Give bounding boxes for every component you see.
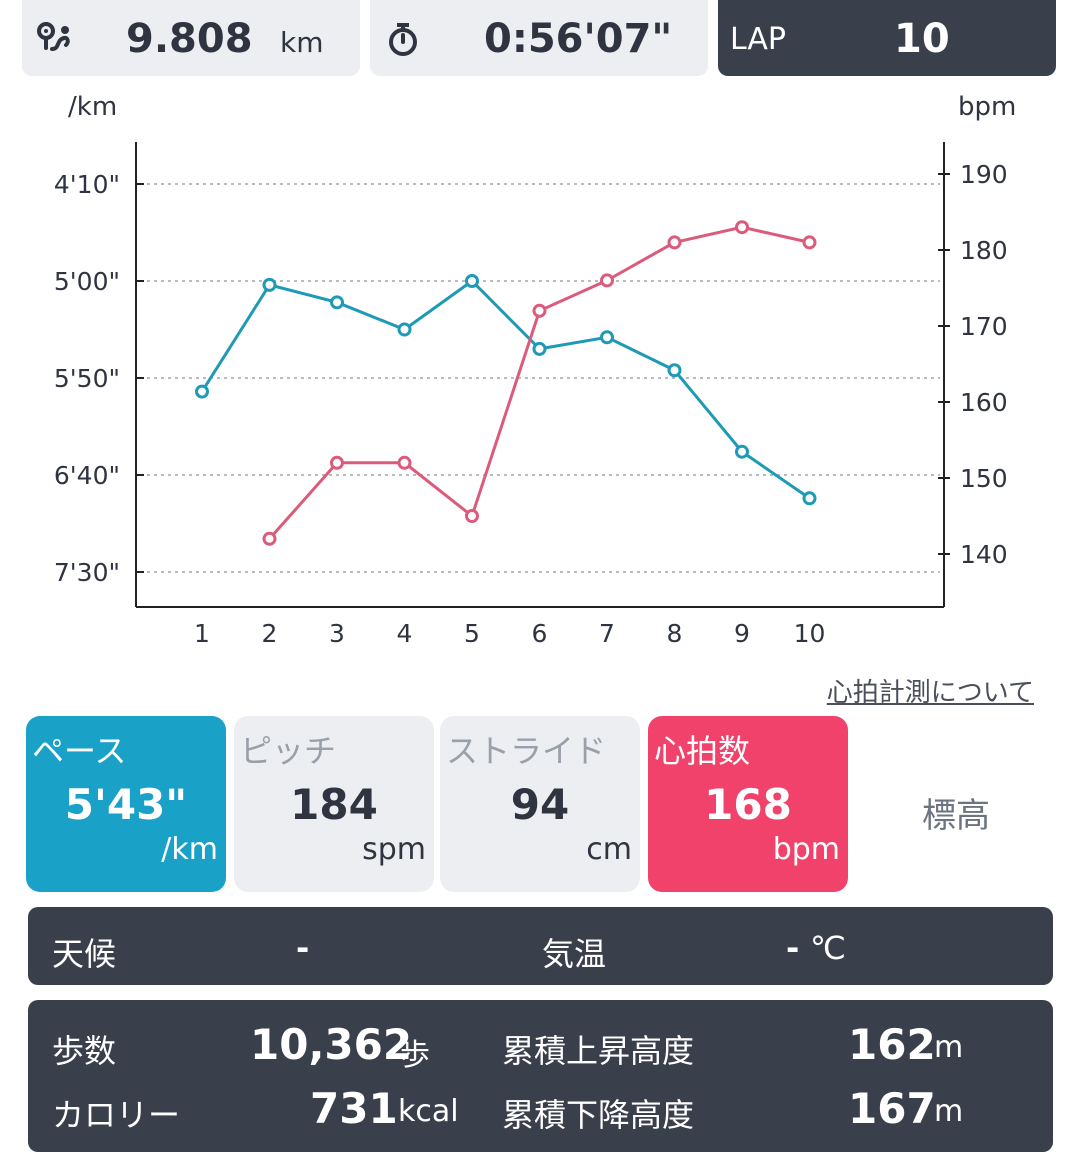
pace-point [600,330,614,345]
pace-label: ペース [32,732,127,770]
right-tick-label: 170 [960,312,1008,341]
heart_rate-point [802,235,817,250]
temperature-value: - [786,929,800,967]
heart_rate-series-line [268,225,810,540]
route-icon [37,22,70,51]
stride-label: ストライド [446,732,607,770]
x-tick-label: 10 [794,619,826,648]
tab-stride[interactable]: ストライド 94 cm [440,716,640,892]
stats-panel: 歩数 10,362 歩 カロリー 731 kcal 累積上昇高度 162 m 累… [28,1000,1053,1152]
left-tick-label: 4'10" [54,170,120,199]
pace-point [330,295,344,310]
heart_rate-point [600,273,614,288]
tab-heart-rate[interactable]: 心拍数 168 bpm [648,716,848,892]
heart-rate-label: 心拍数 [654,732,751,770]
descent-unit: m [934,1094,964,1129]
left-tick-label: 5'00" [54,267,120,296]
tab-pace[interactable]: ペース 5'43" /km [26,716,226,892]
right-tick-label: 140 [960,540,1008,569]
right-tick-label: 180 [960,236,1008,265]
distance-card: 9.808 km [22,0,360,76]
pitch-value: 184 [290,780,378,829]
pace-point [802,491,817,506]
heart_rate-point [465,509,479,523]
lap-value: 10 [894,16,950,62]
x-tick-label: 3 [329,619,345,648]
left-tick-label: 5'50" [54,364,120,393]
heart_rate-point [330,455,344,470]
distance-value: 9.808 [126,16,253,62]
tab-elevation[interactable]: 標高 [856,716,1056,892]
left-axis-label: /km [68,92,117,122]
pitch-label: ピッチ [240,732,337,770]
steps-label: 歩数 [52,1032,117,1070]
calories-label: カロリー [52,1096,181,1134]
heart-rate-value: 168 [704,780,792,829]
x-tick-label: 8 [667,619,683,648]
temperature-unit: ℃ [810,929,846,967]
stopwatch-icon [389,23,417,56]
weather-label: 天候 [52,935,117,973]
distance-unit: km [280,26,324,59]
lap-card: LAP 10 [718,0,1056,76]
descent-value: 167 [848,1084,936,1133]
steps-value: 10,362 [250,1020,413,1069]
right-axis-label: bpm [958,92,1016,122]
time-card: 0:56'07" [370,0,708,76]
elapsed-time-value: 0:56'07" [484,16,673,62]
tab-pitch[interactable]: ピッチ 184 spm [234,716,434,892]
ascent-unit: m [934,1030,964,1065]
x-tick-label: 9 [734,619,750,648]
pace-point [262,277,277,292]
heart-rate-info-link[interactable]: 心拍計測について [826,678,1034,708]
pace-point [735,444,749,459]
x-tick-label: 6 [532,619,548,648]
lap-label: LAP [730,22,787,57]
stride-unit: cm [586,832,632,867]
descent-label: 累積下降高度 [502,1096,695,1134]
elevation-label: 標高 [922,796,990,836]
heart_rate-point [397,455,412,470]
pace-point [667,363,682,378]
x-tick-label: 5 [464,619,480,648]
pace-point [532,341,547,356]
x-tick-label: 4 [397,619,413,648]
x-tick-label: 7 [599,619,615,648]
right-tick-label: 160 [960,388,1008,417]
pace-point [397,322,412,337]
calories-unit: kcal [398,1094,459,1129]
lap-chart: /km bpm 4'10" 5'00" 5'50" 6'40" 7'30" 190 180 1… [54,92,1016,648]
stride-value: 94 [510,780,570,829]
pace-point [465,274,479,288]
heart_rate-point [735,220,749,235]
heart_rate-point [532,303,547,318]
right-tick-label: 190 [960,160,1008,189]
right-tick-label: 150 [960,464,1008,493]
left-tick-label: 7'30" [54,558,120,587]
pitch-unit: spm [362,832,426,867]
calories-value: 731 [310,1084,398,1133]
steps-unit: 歩 [400,1038,430,1073]
ascent-label: 累積上昇高度 [502,1032,695,1070]
ascent-value: 162 [848,1020,936,1069]
pace-series-line [200,279,811,500]
left-tick-label: 6'40" [54,461,120,490]
temperature-label: 気温 [542,935,607,973]
pace-value: 5'43" [64,780,188,829]
x-tick-label: 2 [262,619,278,648]
weather-value: - [296,929,310,967]
weather-panel: 天候 - 気温 - ℃ [28,907,1053,985]
pace-point [195,384,209,399]
pace-unit: /km [161,832,218,867]
heart-rate-unit: bpm [772,832,840,867]
heart_rate-point [667,235,682,250]
x-tick-label: 1 [194,619,210,648]
heart_rate-point [262,531,277,546]
